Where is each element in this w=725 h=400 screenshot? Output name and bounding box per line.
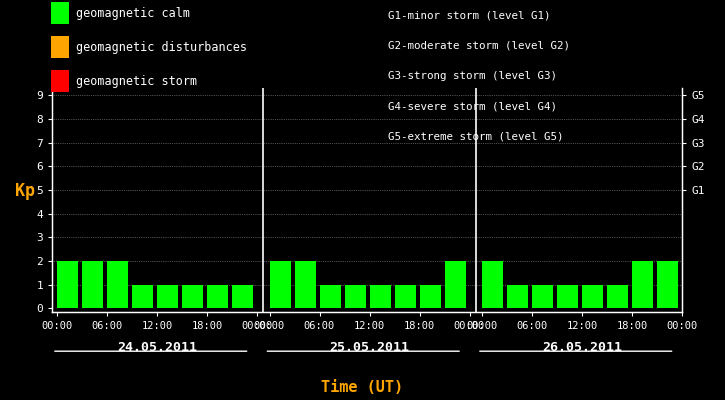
Bar <box>532 285 553 308</box>
Bar <box>107 261 128 308</box>
Bar <box>370 285 391 308</box>
Bar <box>507 285 529 308</box>
Text: geomagnetic disturbances: geomagnetic disturbances <box>76 41 247 54</box>
Bar <box>444 261 465 308</box>
Bar <box>232 285 253 308</box>
Text: G2-moderate storm (level G2): G2-moderate storm (level G2) <box>388 40 570 50</box>
Bar <box>82 261 103 308</box>
Text: Time (UT): Time (UT) <box>321 380 404 395</box>
Bar <box>557 285 579 308</box>
Text: G3-strong storm (level G3): G3-strong storm (level G3) <box>388 71 557 81</box>
Bar <box>420 285 441 308</box>
Bar <box>182 285 203 308</box>
Bar <box>132 285 153 308</box>
Text: 26.05.2011: 26.05.2011 <box>542 341 622 354</box>
Bar <box>207 285 228 308</box>
Bar <box>394 285 415 308</box>
Text: G1-minor storm (level G1): G1-minor storm (level G1) <box>388 10 550 20</box>
Bar <box>320 285 341 308</box>
Text: 24.05.2011: 24.05.2011 <box>117 341 197 354</box>
Text: G5-extreme storm (level G5): G5-extreme storm (level G5) <box>388 132 563 142</box>
Bar <box>294 261 316 308</box>
Bar <box>57 261 78 308</box>
Y-axis label: Kp: Kp <box>15 182 35 200</box>
Bar <box>657 261 679 308</box>
Text: G4-severe storm (level G4): G4-severe storm (level G4) <box>388 101 557 111</box>
Bar <box>482 261 503 308</box>
Bar <box>632 261 653 308</box>
Bar <box>157 285 178 308</box>
Text: geomagnetic storm: geomagnetic storm <box>76 75 197 88</box>
Text: geomagnetic calm: geomagnetic calm <box>76 7 190 20</box>
Text: 25.05.2011: 25.05.2011 <box>329 341 410 354</box>
Bar <box>582 285 603 308</box>
Bar <box>270 261 291 308</box>
Bar <box>607 285 629 308</box>
Bar <box>344 285 365 308</box>
